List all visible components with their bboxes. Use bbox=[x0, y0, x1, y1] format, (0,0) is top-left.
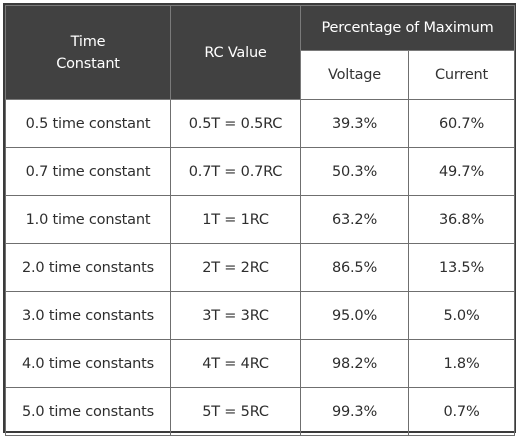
header-row-sub: Voltage Current bbox=[6, 50, 516, 100]
cell-rc-value: 0.7T = 0.7RC bbox=[170, 147, 301, 196]
rc-time-constant-table-frame: Time Constant RC Value Percentage of Max… bbox=[3, 3, 516, 436]
cell-voltage: 63.2% bbox=[300, 195, 409, 244]
table-row: 3.0 time constants 3T = 3RC 95.0% 5.0% bbox=[5, 291, 516, 340]
cell-voltage: 99.3% bbox=[300, 387, 409, 436]
header-time-constant: Time Constant bbox=[5, 5, 171, 100]
cell-voltage: 39.3% bbox=[300, 99, 409, 148]
cell-rc-value: 2T = 2RC bbox=[170, 243, 301, 292]
cell-voltage: 95.0% bbox=[300, 291, 409, 340]
cell-rc-value: 0.5T = 0.5RC bbox=[170, 99, 301, 148]
header-time-constant-line2: Constant bbox=[56, 55, 120, 72]
header-rc-value: RC Value bbox=[170, 5, 301, 100]
table-row: 4.0 time constants 4T = 4RC 98.2% 1.8% bbox=[5, 339, 516, 388]
table-row: 0.7 time constant 0.7T = 0.7RC 50.3% 49.… bbox=[5, 147, 516, 196]
header-percentage-of-maximum: Percentage of Maximum bbox=[299, 5, 516, 51]
cell-rc-value: 5T = 5RC bbox=[170, 387, 301, 436]
cell-voltage: 98.2% bbox=[300, 339, 409, 388]
cell-current: 1.8% bbox=[407, 339, 516, 388]
cell-current: 5.0% bbox=[407, 291, 516, 340]
cell-time-constant: 0.7 time constant bbox=[5, 147, 171, 196]
cell-time-constant: 0.5 time constant bbox=[5, 99, 171, 148]
cell-rc-value: 1T = 1RC bbox=[170, 195, 301, 244]
cell-rc-value: 4T = 4RC bbox=[170, 339, 301, 388]
table-row: 5.0 time constants 5T = 5RC 99.3% 0.7% bbox=[5, 387, 516, 436]
cell-time-constant: 1.0 time constant bbox=[5, 195, 171, 244]
cell-current: 60.7% bbox=[407, 99, 516, 148]
cell-time-constant: 3.0 time constants bbox=[5, 291, 171, 340]
cell-current: 13.5% bbox=[407, 243, 516, 292]
cell-voltage: 50.3% bbox=[300, 147, 409, 196]
header-current: Current bbox=[407, 50, 516, 100]
header-row-top: Time Constant RC Value Percentage of Max… bbox=[5, 5, 516, 100]
table-row: 1.0 time constant 1T = 1RC 63.2% 36.8% bbox=[5, 195, 516, 244]
table-row: 0.5 time constant 0.5T = 0.5RC 39.3% 60.… bbox=[5, 99, 516, 148]
cell-time-constant: 4.0 time constants bbox=[5, 339, 171, 388]
table-row: 2.0 time constants 2T = 2RC 86.5% 13.5% bbox=[5, 243, 516, 292]
cell-time-constant: 2.0 time constants bbox=[5, 243, 171, 292]
cell-current: 0.7% bbox=[407, 387, 516, 436]
cell-voltage: 86.5% bbox=[300, 243, 409, 292]
cell-current: 36.8% bbox=[407, 195, 516, 244]
header-time-constant-line1: Time bbox=[70, 33, 106, 50]
cell-current: 49.7% bbox=[407, 147, 516, 196]
header-voltage: Voltage bbox=[300, 50, 409, 100]
cell-time-constant: 5.0 time constants bbox=[5, 387, 171, 436]
rc-time-constant-table: Time Constant RC Value Percentage of Max… bbox=[5, 5, 516, 436]
cell-rc-value: 3T = 3RC bbox=[170, 291, 301, 340]
